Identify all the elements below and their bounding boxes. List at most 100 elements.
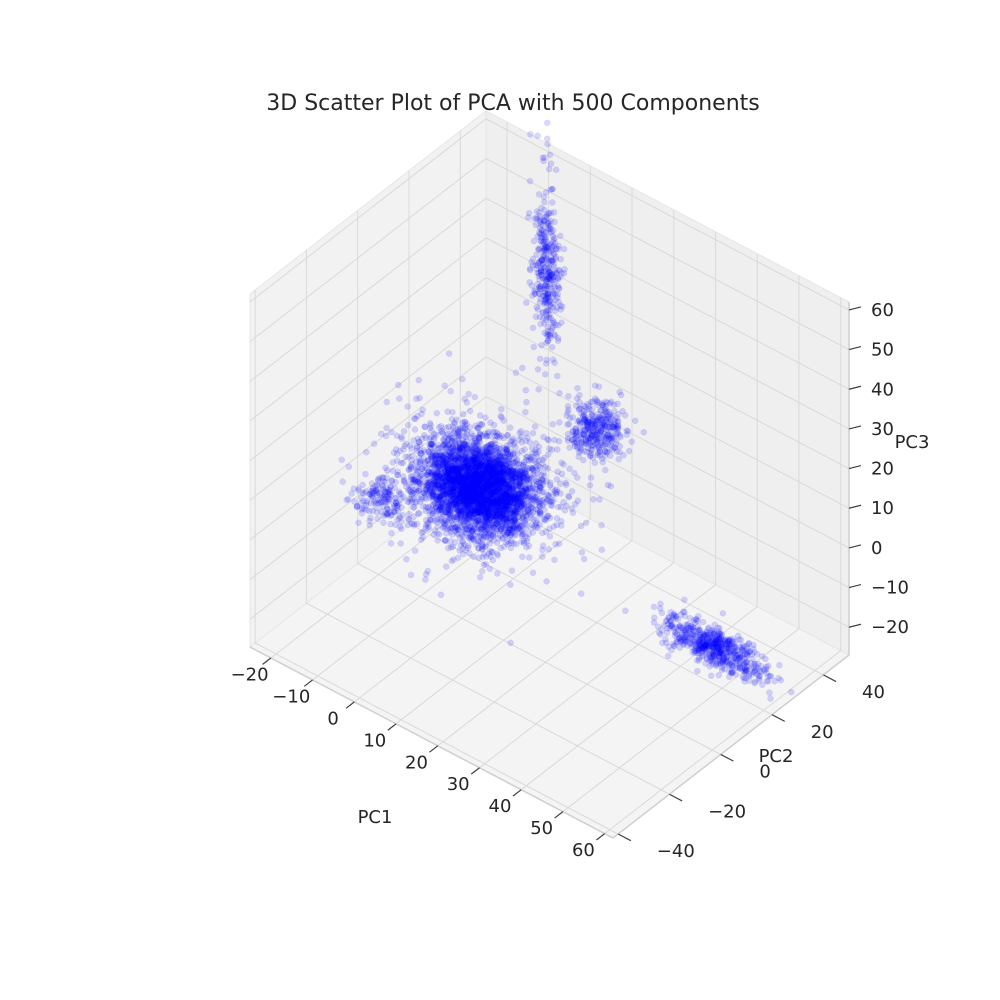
scatter-point bbox=[484, 463, 491, 471]
scatter-point bbox=[397, 540, 404, 547]
scatter-point bbox=[516, 467, 524, 475]
scatter-point bbox=[424, 484, 431, 492]
scatter-point bbox=[445, 478, 453, 485]
scatter-point bbox=[571, 469, 578, 477]
scatter-point bbox=[535, 246, 542, 254]
scatter-point bbox=[465, 390, 472, 398]
scatter-point bbox=[343, 496, 350, 504]
scatter-point bbox=[532, 313, 540, 320]
scatter-point bbox=[606, 421, 613, 428]
scatter-point bbox=[460, 526, 467, 533]
scatter-point bbox=[466, 535, 473, 542]
scatter-point bbox=[580, 555, 588, 563]
scatter-point bbox=[473, 462, 480, 469]
scatter-point bbox=[361, 490, 368, 497]
scatter-point bbox=[459, 478, 466, 486]
scatter-point bbox=[391, 508, 399, 516]
scatter-point bbox=[482, 464, 490, 471]
scatter-point bbox=[510, 496, 517, 503]
scatter-point bbox=[486, 492, 494, 499]
scatter-point bbox=[499, 466, 507, 474]
scatter-point bbox=[471, 470, 479, 477]
scatter-point bbox=[422, 472, 429, 480]
scatter-point bbox=[504, 518, 511, 526]
scatter-point bbox=[538, 204, 545, 212]
scatter-point bbox=[465, 462, 472, 470]
scatter-point bbox=[625, 447, 633, 455]
scatter-point bbox=[483, 452, 491, 459]
scatter-point bbox=[458, 476, 466, 483]
scatter-point bbox=[457, 494, 464, 502]
grid-line-x bbox=[353, 165, 591, 703]
scatter-point bbox=[437, 458, 444, 466]
scatter-point bbox=[493, 520, 500, 527]
scatter-point bbox=[529, 465, 536, 472]
scatter-point bbox=[580, 456, 587, 464]
scatter-point bbox=[542, 189, 550, 196]
scatter-point bbox=[487, 452, 494, 459]
scatter-point bbox=[428, 517, 435, 524]
scatter-point bbox=[508, 448, 515, 455]
scatter-point bbox=[444, 492, 451, 500]
scatter-point bbox=[453, 478, 461, 486]
scatter-point bbox=[450, 493, 458, 501]
scatter-point bbox=[475, 474, 482, 481]
scatter-point bbox=[452, 443, 460, 451]
scatter-point bbox=[482, 511, 489, 519]
scatter-point bbox=[486, 514, 494, 522]
scatter-point bbox=[453, 502, 461, 510]
scatter-point bbox=[472, 466, 479, 474]
grid-line-x bbox=[270, 122, 508, 659]
scatter-point bbox=[457, 472, 464, 479]
scatter-point bbox=[475, 500, 482, 507]
scatter-point bbox=[466, 493, 474, 501]
scatter-point bbox=[412, 478, 419, 485]
scatter-point bbox=[497, 412, 504, 420]
scatter-point bbox=[558, 470, 566, 478]
scatter-point bbox=[482, 461, 490, 468]
scatter-point bbox=[474, 451, 482, 459]
scatter-point bbox=[363, 506, 370, 514]
scatter-point bbox=[507, 639, 514, 647]
scatter-point bbox=[461, 466, 469, 473]
scatter-point bbox=[478, 473, 486, 480]
scatter-point bbox=[614, 430, 621, 437]
scatter-point bbox=[459, 410, 467, 418]
scatter-point bbox=[508, 458, 516, 465]
scatter-point bbox=[442, 487, 449, 495]
scatter-point bbox=[453, 456, 460, 463]
scatter-point bbox=[459, 503, 467, 511]
scatter-point bbox=[523, 515, 530, 523]
scatter-point bbox=[444, 489, 451, 496]
scatter-point bbox=[507, 522, 514, 529]
scatter-point bbox=[514, 491, 521, 499]
scatter-point bbox=[470, 484, 478, 492]
scatter-point bbox=[396, 447, 404, 455]
scatter-point bbox=[492, 454, 499, 462]
scatter-point bbox=[457, 455, 464, 462]
scatter-point bbox=[453, 486, 460, 494]
scatter-point bbox=[432, 512, 440, 520]
scatter-point bbox=[470, 486, 477, 494]
scatter-point bbox=[597, 416, 604, 424]
scatter-point bbox=[545, 546, 552, 553]
scatter-point bbox=[508, 494, 515, 501]
scatter-point bbox=[485, 506, 492, 513]
scatter-point bbox=[585, 429, 593, 436]
scatter-point bbox=[469, 479, 477, 486]
grid-line-y bbox=[357, 210, 721, 755]
scatter-point bbox=[463, 500, 471, 508]
scatter-point bbox=[471, 480, 479, 488]
scatter-point bbox=[466, 526, 474, 534]
scatter-point bbox=[442, 478, 450, 486]
scatter-point bbox=[459, 545, 467, 552]
scatter-point bbox=[504, 500, 511, 507]
scatter-point bbox=[479, 445, 487, 453]
scatter-point bbox=[422, 507, 430, 515]
scatter-point bbox=[515, 482, 522, 490]
scatter-point bbox=[488, 490, 495, 497]
scatter-point bbox=[436, 500, 443, 508]
scatter-point bbox=[440, 436, 447, 443]
scatter-point bbox=[461, 475, 468, 483]
scatter-point bbox=[541, 454, 548, 462]
